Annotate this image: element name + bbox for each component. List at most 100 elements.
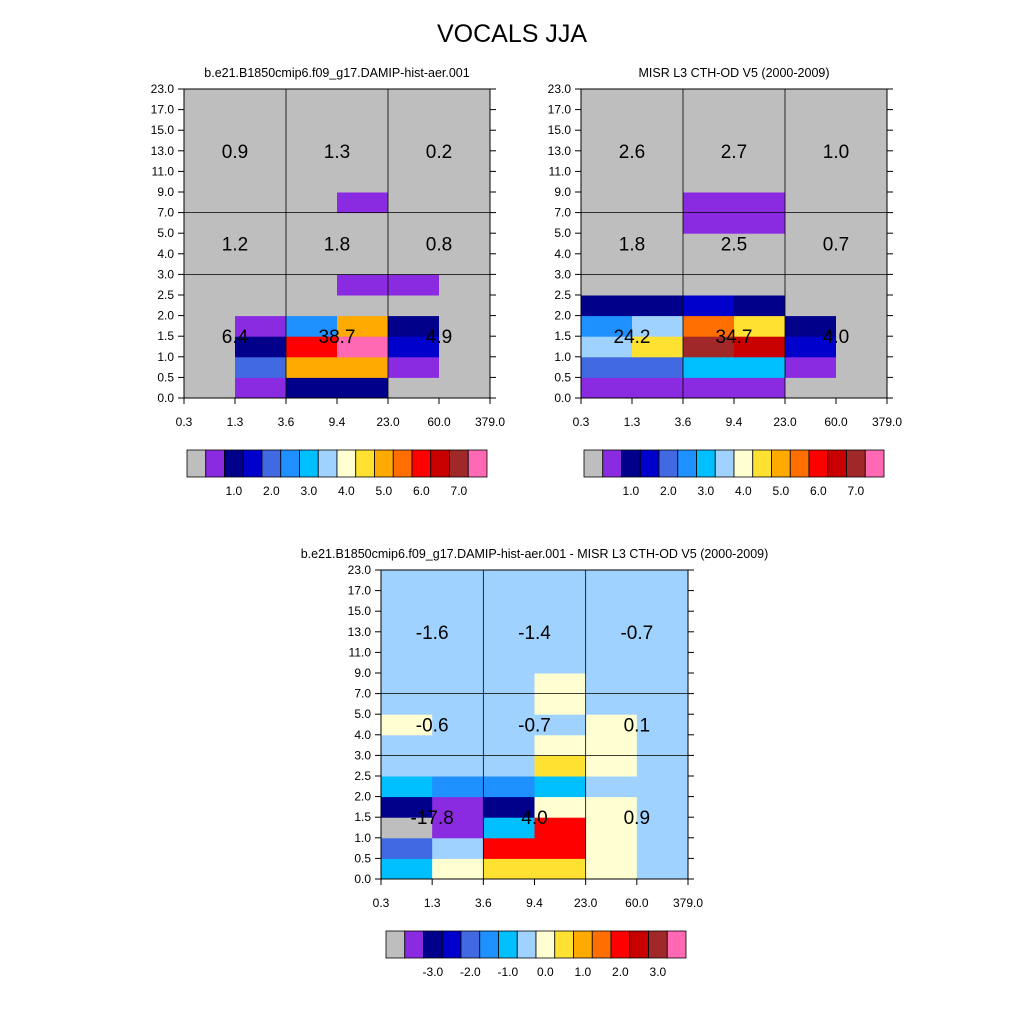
colorbar-box	[467, 449, 488, 478]
y-tick-label: 5.0	[354, 707, 371, 721]
y-tick-label: 5.0	[157, 226, 174, 240]
heatmap-cell	[235, 233, 287, 255]
colorbar-label: 7.0	[848, 484, 865, 498]
heatmap-cell	[585, 837, 638, 859]
heatmap-cell	[636, 817, 689, 839]
colorbar-box	[242, 449, 263, 478]
heatmap-cell	[785, 377, 837, 399]
heatmap-cell	[581, 315, 633, 337]
heatmap-cell	[388, 377, 440, 399]
heatmap-cell	[632, 150, 684, 172]
heatmap-cell	[836, 274, 888, 296]
y-tick-label: 4.0	[157, 247, 174, 261]
heatmap-cell	[734, 130, 786, 152]
y-tick-label: 13.0	[151, 144, 175, 158]
heatmap-cell	[785, 89, 837, 111]
heatmap-cell	[585, 590, 638, 612]
colorbar-label: 2.0	[660, 484, 677, 498]
heatmap-cell	[388, 356, 440, 378]
heatmap-cell	[388, 109, 440, 131]
colorbar-label: 1.0	[623, 484, 640, 498]
heatmap-cell	[734, 356, 786, 378]
colorbar-box	[610, 930, 631, 959]
colorbar-box	[498, 930, 518, 959]
heatmap-cell	[439, 253, 491, 275]
y-tick-label: 1.0	[157, 350, 174, 364]
heatmap-cell	[581, 130, 633, 152]
heatmap-cell	[235, 212, 287, 234]
region-value-label: 34.7	[716, 327, 753, 348]
heatmap-cell	[632, 336, 684, 358]
heatmap-cell	[785, 109, 837, 131]
heatmap-cell	[483, 693, 535, 715]
heatmap-cell	[235, 89, 287, 111]
heatmap-cell	[337, 253, 389, 275]
heatmap-cell	[581, 109, 633, 131]
heatmap-cell	[439, 377, 491, 399]
heatmap-cell	[585, 796, 638, 818]
x-tick-label: 379.0	[475, 415, 505, 429]
y-tick-label: 2.0	[354, 790, 371, 804]
heatmap-cell	[184, 89, 236, 111]
heatmap-cell	[235, 150, 287, 172]
heatmap-cell	[388, 274, 440, 296]
x-tick-label: 1.3	[624, 415, 641, 429]
heatmap-cell	[439, 89, 491, 111]
heatmap-cell	[636, 734, 689, 756]
heatmap-cell	[836, 253, 888, 275]
heatmap-cell	[636, 590, 689, 612]
heatmap-cell	[337, 89, 389, 111]
heatmap-cell	[734, 274, 786, 296]
heatmap-cell	[636, 837, 689, 859]
heatmap-cell	[439, 212, 491, 234]
x-tick-label: 3.6	[475, 896, 492, 910]
y-tick-label: 2.5	[157, 288, 174, 302]
heatmap-cell	[483, 652, 535, 674]
heatmap-cell	[337, 295, 389, 317]
colorbar-box	[479, 930, 499, 959]
colorbar: 1.0 2.0 3.0 4.0 5.0 6.0 7.0	[186, 449, 488, 498]
heatmap-cell	[534, 693, 587, 715]
heatmap-cell	[683, 315, 735, 337]
colorbar-label: 2.0	[612, 965, 629, 979]
heatmap-cell	[632, 233, 684, 255]
heatmap-cell	[585, 652, 638, 674]
heatmap-cell	[785, 192, 837, 214]
heatmap-cell	[337, 192, 389, 214]
colorbar-box	[629, 930, 649, 959]
y-tick-label: 0.5	[554, 370, 571, 384]
x-tick-label: 9.4	[526, 896, 543, 910]
heatmap-cell	[286, 336, 338, 358]
heatmap-cell	[581, 253, 633, 275]
heatmap-cell	[337, 171, 389, 193]
x-tick-label: 9.4	[726, 415, 743, 429]
heatmap-cell	[337, 212, 389, 234]
heatmap-cell	[632, 315, 684, 337]
heatmap-cell	[439, 192, 491, 214]
colorbar-box	[846, 449, 866, 478]
heatmap-cell	[483, 734, 535, 756]
y-tick-label: 11.0	[549, 164, 572, 178]
heatmap-cell	[683, 233, 735, 255]
y-tick-label: 23.0	[348, 563, 372, 577]
heatmap-cell	[785, 212, 837, 234]
x-tick-label: 1.3	[227, 415, 244, 429]
heatmap-cell	[381, 693, 433, 715]
colorbar-label: 1.0	[575, 965, 592, 979]
heatmap-cell	[286, 377, 338, 399]
x-tick-label: 23.0	[574, 896, 598, 910]
heatmap-cell	[439, 171, 491, 193]
heatmap-cell	[836, 336, 888, 358]
panel-title: MISR L3 CTH-OD V5 (2000-2009)	[638, 66, 829, 80]
heatmap-cell	[432, 570, 484, 592]
heatmap-cell	[683, 212, 735, 234]
region-value-label: 4.9	[426, 327, 452, 348]
region-value-label: 6.4	[222, 327, 249, 348]
colorbar-box	[621, 449, 641, 478]
heatmap-cell	[632, 109, 684, 131]
region-value-label: 1.2	[222, 235, 248, 256]
heatmap-cell	[534, 817, 587, 839]
colorbar-box	[535, 930, 556, 959]
heatmap-cell	[483, 796, 535, 818]
colorbar-label: 1.0	[226, 484, 243, 498]
